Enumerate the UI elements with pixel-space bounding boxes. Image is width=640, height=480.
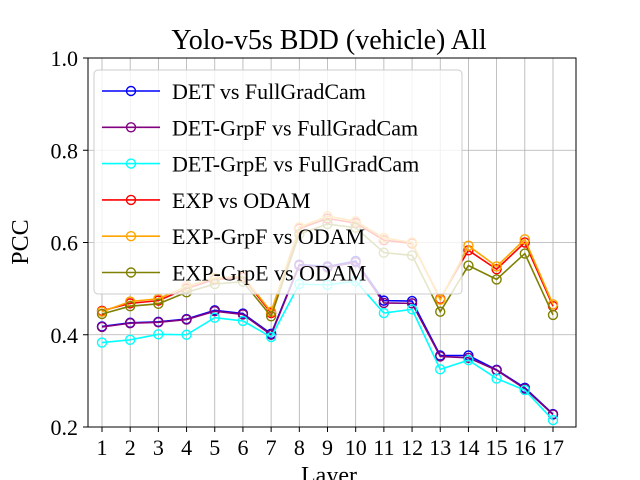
data-point bbox=[96, 321, 108, 333]
x-tick-label: 7 bbox=[266, 435, 277, 460]
y-tick-label: 0.8 bbox=[51, 138, 79, 163]
y-tick-label: 0.2 bbox=[51, 415, 79, 440]
data-point bbox=[378, 307, 390, 319]
x-axis-label: Layer bbox=[301, 463, 357, 480]
legend-frame bbox=[93, 69, 463, 295]
data-point bbox=[96, 337, 108, 348]
data-point bbox=[491, 264, 502, 275]
legend-item: EXP vs ODAM bbox=[102, 188, 311, 213]
data-point bbox=[181, 329, 192, 340]
legend-label: EXP-GrpF vs ODAM bbox=[172, 224, 365, 249]
data-point bbox=[378, 297, 390, 309]
x-tick-label: 1 bbox=[97, 435, 108, 460]
legend-swatch-marker bbox=[125, 122, 137, 133]
data-point bbox=[209, 312, 220, 323]
legend-label: DET-GrpF vs FullGradCam bbox=[172, 115, 418, 140]
legend-item: DET vs FullGradCam bbox=[102, 79, 366, 104]
data-point bbox=[237, 309, 249, 320]
data-point bbox=[124, 318, 136, 329]
chart-title: Yolo-v5s BDD (vehicle) All bbox=[171, 25, 486, 56]
x-axis-ticks: 1 2 3 4 5 6 7 8 9 10 11 12 13 14 15 16 17 bbox=[97, 427, 564, 460]
legend: DET vs FullGradCam DET-GrpF vs FullGradCa… bbox=[93, 69, 463, 295]
data-point bbox=[406, 304, 418, 315]
data-point bbox=[237, 315, 249, 327]
data-point bbox=[463, 354, 474, 366]
data-point bbox=[153, 317, 164, 328]
data-point bbox=[153, 298, 164, 310]
legend-label: DET vs FullGradCam bbox=[172, 79, 366, 104]
data-point bbox=[153, 329, 164, 340]
data-point bbox=[406, 298, 418, 309]
x-tick-label: 13 bbox=[429, 435, 451, 460]
y-axis-label: PCC bbox=[8, 219, 34, 264]
data-point bbox=[181, 314, 192, 325]
legend-swatch-marker bbox=[125, 194, 137, 206]
data-point bbox=[463, 260, 474, 271]
legend-swatch-marker bbox=[125, 158, 137, 169]
data-point bbox=[519, 234, 531, 245]
data-point bbox=[96, 308, 108, 320]
x-tick-label: 6 bbox=[237, 435, 248, 460]
x-tick-label: 3 bbox=[153, 435, 164, 460]
x-tick-label: 8 bbox=[294, 435, 305, 460]
data-point bbox=[435, 351, 446, 362]
legend-item: EXP-GrpF vs ODAM bbox=[102, 224, 365, 249]
x-tick-label: 9 bbox=[322, 435, 333, 460]
x-tick-label: 17 bbox=[542, 435, 564, 460]
data-point bbox=[463, 240, 474, 251]
x-tick-label: 12 bbox=[401, 435, 423, 460]
data-point bbox=[519, 237, 531, 248]
data-point bbox=[209, 306, 220, 317]
legend-label: EXP vs ODAM bbox=[172, 188, 311, 213]
legend-swatch-marker bbox=[125, 230, 137, 242]
legend-item: EXP-GrpE vs ODAM bbox=[102, 261, 366, 286]
x-tick-label: 14 bbox=[457, 435, 479, 460]
x-tick-label: 2 bbox=[125, 435, 136, 460]
data-point bbox=[547, 309, 559, 321]
legend-label: DET-GrpE vs FullGradCam bbox=[172, 152, 419, 177]
data-point bbox=[435, 306, 446, 317]
data-point bbox=[124, 300, 136, 312]
data-point bbox=[491, 261, 502, 272]
y-axis-ticks: 0.2 0.4 0.6 0.8 1.0 bbox=[51, 46, 88, 440]
data-point bbox=[265, 311, 277, 322]
data-point bbox=[124, 334, 136, 346]
legend-swatch-marker bbox=[125, 267, 137, 278]
y-tick-label: 0.4 bbox=[51, 323, 79, 348]
y-tick-label: 0.6 bbox=[51, 231, 79, 256]
data-point bbox=[435, 294, 446, 305]
data-point bbox=[491, 274, 502, 285]
x-tick-label: 16 bbox=[514, 435, 536, 460]
x-tick-label: 5 bbox=[209, 435, 220, 460]
x-tick-label: 4 bbox=[181, 435, 192, 460]
data-point bbox=[547, 414, 559, 426]
x-tick-label: 10 bbox=[345, 435, 367, 460]
y-tick-label: 1.0 bbox=[51, 46, 79, 71]
data-point bbox=[265, 331, 277, 343]
data-point bbox=[519, 384, 531, 396]
data-point bbox=[519, 248, 531, 259]
legend-item: DET-GrpF vs FullGradCam bbox=[102, 115, 418, 140]
x-tick-label: 11 bbox=[373, 435, 394, 460]
data-point bbox=[435, 364, 446, 375]
legend-label: EXP-GrpE vs ODAM bbox=[172, 261, 366, 286]
legend-swatch-marker bbox=[125, 85, 137, 97]
legend-item: DET-GrpE vs FullGradCam bbox=[102, 152, 419, 177]
data-point bbox=[491, 373, 502, 384]
x-tick-label: 15 bbox=[486, 435, 508, 460]
